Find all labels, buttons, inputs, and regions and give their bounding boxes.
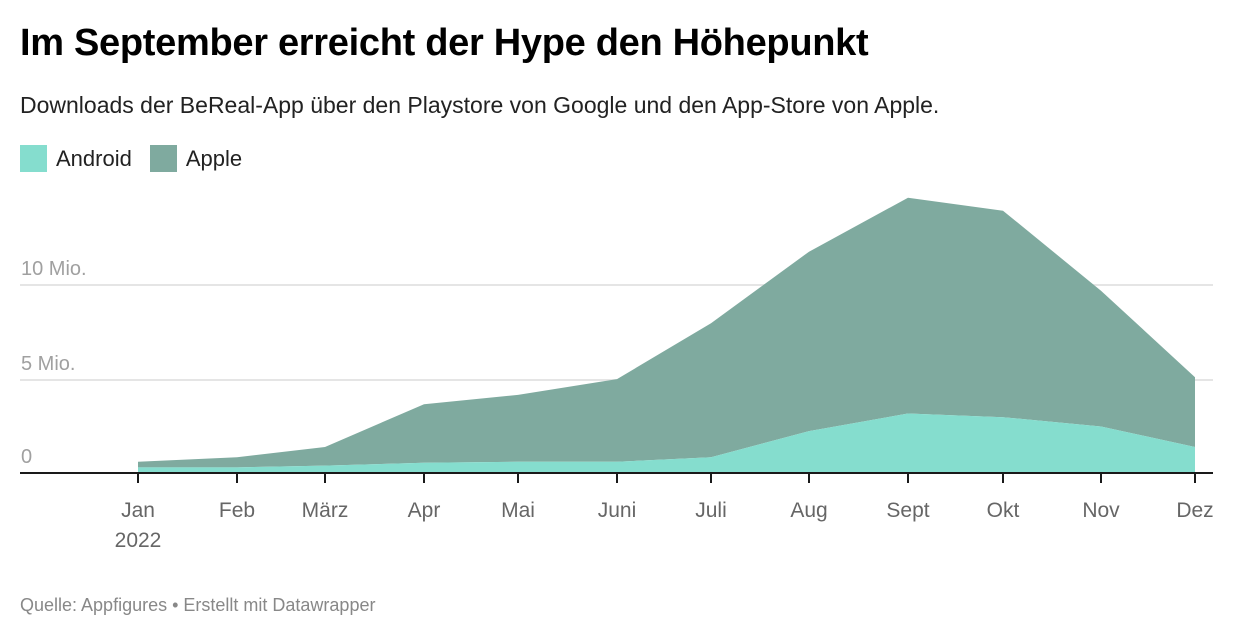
apple-swatch xyxy=(149,145,177,172)
x-axis-labels: Jan 2022 Feb März Apr Mai Juni Juli Aug … xyxy=(115,499,1214,552)
x-label-okt: Okt xyxy=(987,499,1020,522)
x-label-mai: Mai xyxy=(501,499,535,522)
y-axis-labels: 10 Mio. 5 Mio. 0 xyxy=(21,258,87,468)
chart-footer-source: Quelle: Appfigures • Erstellt mit Datawr… xyxy=(20,595,376,615)
x-label-nov: Nov xyxy=(1082,499,1120,522)
x-label-dez: Dez xyxy=(1176,499,1213,522)
chart-subtitle: Downloads der BeReal-App über den Playst… xyxy=(20,92,940,118)
legend-item-android: Android xyxy=(20,145,132,172)
legend: Android Apple xyxy=(20,145,260,172)
legend-label-android: Android xyxy=(56,145,132,171)
y-tick-0: 0 xyxy=(21,446,32,468)
legend-item-apple: Apple xyxy=(149,145,243,172)
x-label-apr: Apr xyxy=(408,499,441,522)
x-label-aug: Aug xyxy=(790,499,827,522)
x-label-sept: Sept xyxy=(886,499,929,522)
apple-area xyxy=(138,197,1195,468)
x-label-year: 2022 xyxy=(115,529,162,552)
x-label-juli: Juli xyxy=(695,499,727,522)
y-tick-5: 5 Mio. xyxy=(21,353,75,375)
x-label-jan: Jan xyxy=(121,499,155,522)
android-swatch xyxy=(20,145,47,172)
chart-title: Im September erreicht der Hype den Höhep… xyxy=(20,22,869,64)
x-axis-ticks xyxy=(137,473,1196,483)
x-label-maerz: März xyxy=(302,499,349,522)
x-label-feb: Feb xyxy=(219,499,255,522)
x-label-juni: Juni xyxy=(598,499,637,522)
android-area xyxy=(138,413,1195,473)
y-tick-10: 10 Mio. xyxy=(21,258,87,280)
legend-label-apple: Apple xyxy=(185,145,243,171)
